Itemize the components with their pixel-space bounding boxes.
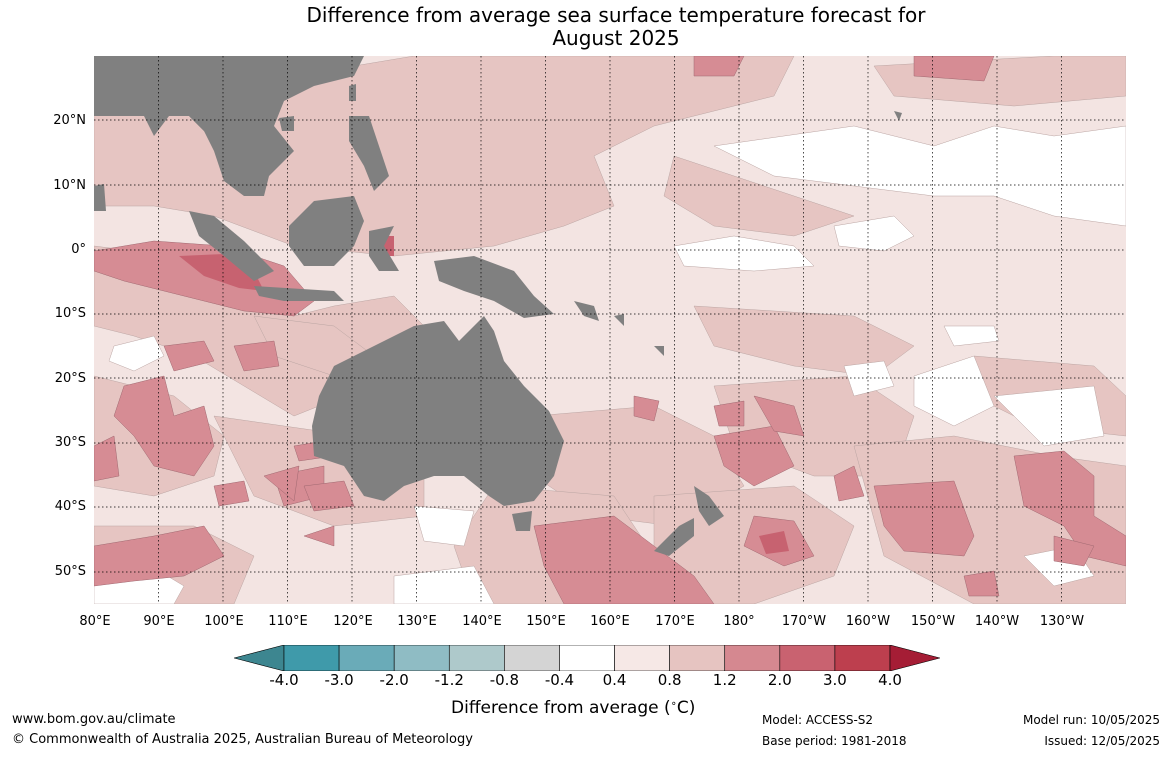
anomaly-near-zero-regions xyxy=(94,125,1126,604)
graticule xyxy=(94,56,1126,604)
colorbar-tick-label: 2.0 xyxy=(767,671,792,689)
land-masses xyxy=(94,56,902,556)
colorbar-segment xyxy=(724,645,781,671)
colorbar-segment xyxy=(283,645,340,671)
lat-label-20s: 20°S xyxy=(54,371,86,386)
lat-label-10n: 10°N xyxy=(53,178,86,193)
philippines xyxy=(349,116,389,191)
lon-label-180: 180° xyxy=(723,614,755,629)
colorbar-segment xyxy=(614,645,670,671)
colorbar-segment xyxy=(338,645,395,671)
colorbar-tick-label: 0.8 xyxy=(657,671,682,689)
solomon-islands xyxy=(574,301,599,321)
lon-label-110e: 110°E xyxy=(268,614,308,629)
title-line-1: Difference from average sea surface temp… xyxy=(306,3,926,27)
colorbar-title-text: Difference from average ( xyxy=(451,698,671,718)
map-title: Difference from average sea surface temp… xyxy=(0,4,1173,50)
colorbar-segments xyxy=(283,645,891,671)
footer-url: www.bom.gov.au/climate xyxy=(12,712,176,727)
meta-model: Model: ACCESS-S2 xyxy=(762,713,874,727)
new-guinea xyxy=(434,256,554,318)
indochina xyxy=(189,116,274,196)
colorbar-title-unit: C) xyxy=(676,698,696,718)
sst-anomaly-map xyxy=(94,56,1126,604)
lon-label-160e: 160°E xyxy=(590,614,630,629)
colorbar-segment xyxy=(559,645,615,671)
colorbar-tick-label: -3.0 xyxy=(324,671,354,689)
fiji xyxy=(654,346,664,356)
colorbar-tick-label: 1.2 xyxy=(712,671,737,689)
lat-label-10s: 10°S xyxy=(54,306,86,321)
sri-lanka xyxy=(94,184,106,211)
colorbar-segment xyxy=(834,645,891,671)
asia-mainland xyxy=(94,56,364,176)
lon-label-120e: 120°E xyxy=(333,614,373,629)
meta-issued: Issued: 12/05/2025 xyxy=(1044,734,1160,748)
meta-model-run: Model run: 10/05/2025 xyxy=(1022,713,1160,727)
australia xyxy=(312,316,564,506)
lon-label-140w: 140°W xyxy=(974,614,1020,629)
lon-label-140e: 140°E xyxy=(462,614,502,629)
colorbar-tick-label: 4.0 xyxy=(878,671,902,689)
lat-label-40s: 40°S xyxy=(54,499,86,514)
lon-label-170e: 170°E xyxy=(655,614,695,629)
colorbar-tick-label: -2.0 xyxy=(379,671,409,689)
lat-label-30s: 30°S xyxy=(54,435,86,450)
colorbar-segment xyxy=(393,645,450,671)
footer-copyright: © Commonwealth of Australia 2025, Austra… xyxy=(12,732,473,747)
colorbar-tick-label: -1.2 xyxy=(434,671,464,689)
colorbar-under-arrow xyxy=(234,645,285,671)
colorbar-over-arrow xyxy=(889,645,940,671)
lat-label-50s: 50°S xyxy=(54,564,86,579)
sumatra xyxy=(189,211,274,281)
colorbar-title-degree: ∘ xyxy=(670,698,677,710)
vanuatu xyxy=(614,314,624,326)
colorbar-title: Difference from average (∘C) xyxy=(451,698,695,718)
lat-label-0: 0° xyxy=(71,242,86,257)
colorbar-segment xyxy=(448,645,505,671)
lon-label-100e: 100°E xyxy=(204,614,244,629)
colorbar-tick-label: 0.4 xyxy=(602,671,627,689)
lon-label-170w: 170°W xyxy=(781,614,827,629)
lon-label-150w: 150°W xyxy=(910,614,956,629)
nz-south-island xyxy=(654,518,694,556)
meta-base-period: Base period: 1981-2018 xyxy=(762,734,907,748)
colorbar-tick-label: 3.0 xyxy=(822,671,847,689)
tasmania xyxy=(512,511,532,531)
java xyxy=(254,286,344,301)
colorbar-segment xyxy=(779,645,836,671)
nz-north-island xyxy=(694,486,724,526)
title-line-2: August 2025 xyxy=(552,26,680,50)
colorbar-tick-label: -0.4 xyxy=(544,671,575,689)
colorbar-tick-label: -4.0 xyxy=(269,671,299,689)
taiwan xyxy=(349,84,356,101)
lat-label-20n: 20°N xyxy=(53,113,86,128)
lon-label-130w: 130°W xyxy=(1039,614,1085,629)
lon-label-130e: 130°E xyxy=(397,614,437,629)
colorbar-segment xyxy=(669,645,726,671)
hawaii xyxy=(894,111,902,121)
lon-label-80e: 80°E xyxy=(79,614,111,629)
map-canvas xyxy=(94,56,1126,604)
lon-label-160w: 160°W xyxy=(845,614,891,629)
colorbar xyxy=(234,645,940,671)
borneo xyxy=(289,196,364,266)
colorbar-segment xyxy=(504,645,560,671)
lon-label-150e: 150°E xyxy=(526,614,566,629)
sulawesi xyxy=(369,226,399,271)
colorbar-tick-label: -0.8 xyxy=(489,671,519,689)
lon-label-90e: 90°E xyxy=(143,614,175,629)
